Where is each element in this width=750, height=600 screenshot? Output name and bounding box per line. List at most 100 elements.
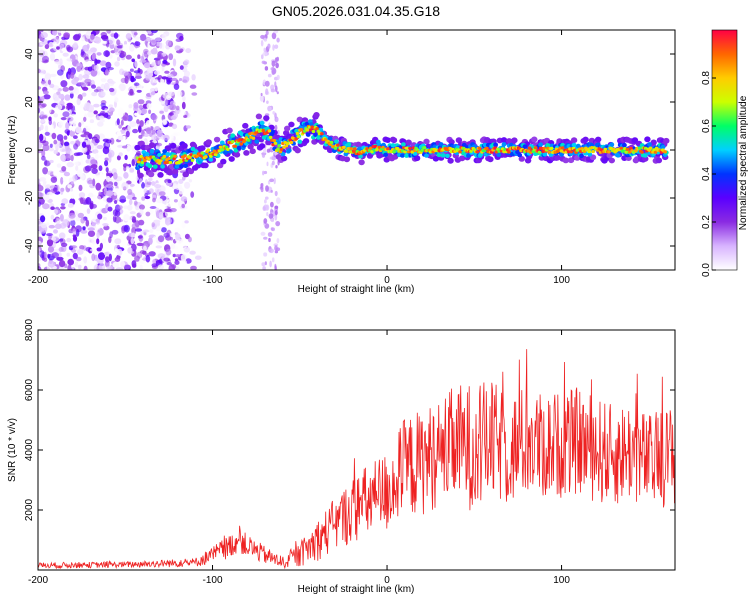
- heatmap-noise-cell: [268, 248, 274, 254]
- heatmap-noise-cell: [274, 245, 278, 252]
- heatmap-noise-cell: [47, 79, 52, 85]
- heatmap-noise-cell: [149, 229, 154, 233]
- heatmap-noise-cell: [141, 108, 148, 115]
- heatmap-noise-cell: [172, 58, 177, 67]
- heatmap-noise-cell: [152, 197, 156, 203]
- heatmap-ridge-cell: [183, 163, 189, 168]
- heatmap-noise-cell: [121, 116, 127, 121]
- heatmap-ridge-cell: [152, 164, 158, 169]
- colorbar-tick-label: 0.6: [701, 119, 712, 133]
- heatmap-ridge-cell: [469, 149, 473, 153]
- heatmap-noise-cell: [92, 178, 96, 187]
- heatmap-noise-cell: [107, 170, 113, 174]
- heatmap-noise-cell: [275, 221, 281, 227]
- heatmap-noise-cell: [84, 102, 92, 111]
- heatmap-noise-cell: [157, 53, 163, 60]
- heatmap-noise-cell: [175, 254, 181, 258]
- spectrogram-xlabel: Height of straight line (km): [298, 284, 415, 295]
- heatmap-noise-cell: [274, 210, 278, 216]
- heatmap-noise-cell: [87, 227, 95, 231]
- colorbar: 0.0 0.2 0.4 0.6 0.8 Normalized spectral ampl…: [701, 29, 749, 277]
- heatmap-noise-cell: [99, 242, 103, 250]
- heatmap-noise-cell: [260, 41, 264, 47]
- heatmap-noise-cell: [138, 109, 142, 115]
- heatmap-noise-cell: [64, 94, 71, 101]
- heatmap-ridge-cell: [423, 138, 430, 145]
- heatmap-noise-cell: [128, 104, 133, 109]
- heatmap-ridge-cell: [162, 154, 167, 159]
- heatmap-noise-cell: [62, 219, 70, 227]
- heatmap-ridge-cell: [663, 137, 670, 144]
- heatmap-noise-cell: [127, 107, 131, 113]
- spectrogram-ytick-label: -20: [24, 190, 35, 205]
- heatmap-noise-cell: [80, 134, 87, 138]
- heatmap-ridge-cell: [537, 150, 542, 154]
- heatmap-noise-cell: [84, 165, 92, 172]
- heatmap-ridge-cell: [187, 168, 195, 175]
- heatmap-noise-cell: [149, 206, 157, 209]
- heatmap-noise-cell: [103, 225, 110, 231]
- heatmap-noise-cell: [124, 154, 128, 161]
- heatmap-ridge-cell: [644, 136, 651, 143]
- heatmap-noise-cell: [58, 232, 66, 239]
- heatmap-ridge-cell: [554, 154, 561, 161]
- heatmap-noise-cell: [130, 237, 135, 245]
- heatmap-noise-cell: [147, 51, 152, 56]
- heatmap-noise-cell: [127, 204, 133, 211]
- heatmap-noise-cell: [157, 235, 165, 243]
- heatmap-noise-cell: [154, 184, 162, 189]
- heatmap-noise-cell: [69, 38, 75, 46]
- heatmap-ridge-cell: [209, 154, 213, 158]
- heatmap-noise-cell: [263, 148, 267, 154]
- heatmap-ridge-cell: [652, 148, 656, 152]
- heatmap-noise-cell: [114, 181, 118, 187]
- heatmap-noise-cell: [166, 262, 172, 266]
- heatmap-noise-cell: [116, 249, 120, 255]
- heatmap-noise-cell: [131, 222, 139, 230]
- heatmap-noise-cell: [116, 118, 120, 126]
- heatmap-ridge-cell: [239, 142, 244, 146]
- heatmap-noise-cell: [67, 67, 72, 75]
- heatmap-ridge-cell: [640, 150, 644, 154]
- heatmap-noise-cell: [40, 31, 48, 39]
- heatmap-ridge-cell: [579, 153, 584, 158]
- heatmap-noise-cell: [89, 119, 95, 124]
- heatmap-noise-cell: [179, 48, 184, 53]
- heatmap-ridge-cell: [566, 150, 571, 154]
- heatmap-noise-cell: [184, 220, 189, 224]
- heatmap-noise-cell: [79, 104, 85, 109]
- heatmap-noise-cell: [90, 47, 97, 53]
- heatmap-ridge-cell: [390, 137, 398, 144]
- heatmap-noise-cell: [175, 266, 180, 270]
- heatmap-noise-cell: [270, 201, 274, 208]
- heatmap-noise-cell: [62, 177, 68, 183]
- heatmap-ridge-cell: [404, 153, 409, 158]
- heatmap-noise-cell: [116, 56, 121, 62]
- heatmap-noise-cell: [142, 250, 147, 255]
- heatmap-noise-cell: [86, 154, 91, 160]
- heatmap-noise-cell: [150, 38, 157, 46]
- heatmap-ridge-cell: [522, 144, 528, 149]
- heatmap-noise-cell: [53, 113, 58, 118]
- heatmap-ridge-cell: [438, 142, 444, 147]
- heatmap-noise-cell: [125, 33, 132, 40]
- heatmap-noise-cell: [64, 141, 70, 147]
- heatmap-ridge-cell: [390, 143, 396, 148]
- heatmap-noise-cell: [114, 48, 121, 56]
- heatmap-noise-cell: [68, 90, 76, 94]
- heatmap-noise-cell: [77, 248, 84, 255]
- heatmap-ridge-cell: [157, 152, 162, 158]
- heatmap-noise-cell: [58, 93, 65, 99]
- heatmap-noise-cell: [83, 256, 88, 264]
- heatmap-noise-cell: [156, 129, 163, 137]
- heatmap-noise-cell: [52, 41, 57, 46]
- heatmap-noise-cell: [91, 52, 97, 61]
- heatmap-ridge-cell: [200, 151, 204, 155]
- heatmap-noise-cell: [57, 69, 64, 76]
- heatmap-noise-cell: [143, 62, 151, 69]
- heatmap-noise-cell: [67, 258, 74, 266]
- heatmap-noise-cell: [110, 50, 116, 54]
- heatmap-ridge-cell: [386, 147, 390, 151]
- heatmap-noise-cell: [174, 227, 181, 233]
- heatmap-noise-cell: [40, 222, 47, 229]
